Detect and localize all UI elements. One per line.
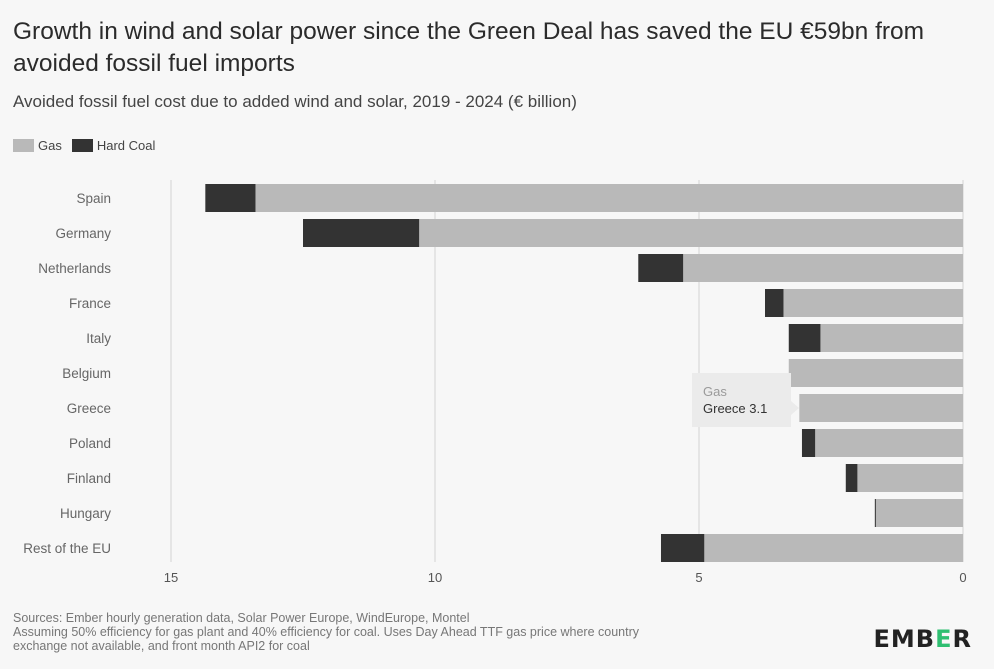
bar-hard-coal-hungary[interactable] [874, 499, 876, 527]
category-label: Greece [67, 401, 111, 416]
bar-hard-coal-finland[interactable] [845, 464, 858, 492]
legend-swatch-hard-coal [71, 139, 93, 152]
chart-subtitle: Avoided fossil fuel cost due to added wi… [13, 92, 577, 111]
bar-gas-italy[interactable] [820, 324, 963, 352]
category-label: Spain [76, 191, 111, 206]
bar-gas-rest-of-the-eu[interactable] [704, 534, 963, 562]
bar-hard-coal-rest-of-the-eu[interactable] [660, 534, 705, 562]
footer: Sources: Ember hourly generation data, S… [13, 611, 813, 653]
legend-label-hard-coal: Hard Coal [96, 138, 156, 153]
tooltip-series: Gas [703, 384, 727, 399]
bar-chart: Spain Germany Netherlands France Italy Belgiu… [23, 180, 967, 585]
footer-note-line1: Assuming 50% efficiency for gas plant an… [13, 625, 640, 639]
legend-item-hard-coal[interactable]: Hard Coal [71, 138, 156, 153]
bar-gas-belgium[interactable] [788, 359, 963, 387]
bar-gas-poland[interactable] [815, 429, 963, 457]
x-tick-label: 0 [959, 570, 966, 585]
bar-hard-coal-germany[interactable] [303, 219, 420, 247]
bar-hard-coal-spain[interactable] [205, 184, 256, 212]
legend-label-gas: Gas [38, 138, 62, 153]
category-label: Belgium [62, 366, 111, 381]
bar-hard-coal-france[interactable] [765, 289, 784, 317]
bar-hard-coal-italy[interactable] [788, 324, 821, 352]
bar-hard-coal-netherlands[interactable] [638, 254, 684, 282]
bar-gas-hungary[interactable] [875, 499, 963, 527]
legend: Gas Hard Coal [13, 138, 165, 153]
legend-swatch-gas [13, 139, 34, 152]
tooltip-pointer [791, 401, 799, 415]
category-label: France [69, 296, 111, 311]
bar-gas-netherlands[interactable] [683, 254, 963, 282]
x-tick-label: 15 [164, 570, 178, 585]
legend-item-gas[interactable]: Gas [13, 138, 62, 153]
bar-gas-greece[interactable] [799, 394, 963, 422]
category-label: Italy [86, 331, 111, 346]
chart-title: Growth in wind and solar power since the… [13, 18, 925, 77]
category-label: Poland [69, 436, 111, 451]
x-tick-label: 5 [695, 570, 702, 585]
x-tick-label: 10 [428, 570, 442, 585]
bar-hard-coal-poland[interactable] [801, 429, 816, 457]
bar-gas-spain[interactable] [255, 184, 964, 212]
bar-gas-germany[interactable] [419, 219, 963, 247]
category-label: Rest of the EU [23, 541, 111, 556]
footer-sources: Sources: Ember hourly generation data, S… [13, 611, 470, 625]
bar-gas-finland[interactable] [857, 464, 963, 492]
category-label: Germany [55, 226, 111, 241]
tooltip-value: Greece 3.1 [703, 401, 767, 416]
category-label: Finland [67, 471, 111, 486]
category-label: Hungary [60, 506, 111, 521]
bar-gas-france[interactable] [783, 289, 963, 317]
ember-logo[interactable]: EMBER [873, 625, 972, 653]
category-label: Netherlands [38, 261, 111, 276]
footer-note-line2: exchange not available, and front month … [13, 639, 310, 653]
tooltip-box [692, 373, 791, 427]
